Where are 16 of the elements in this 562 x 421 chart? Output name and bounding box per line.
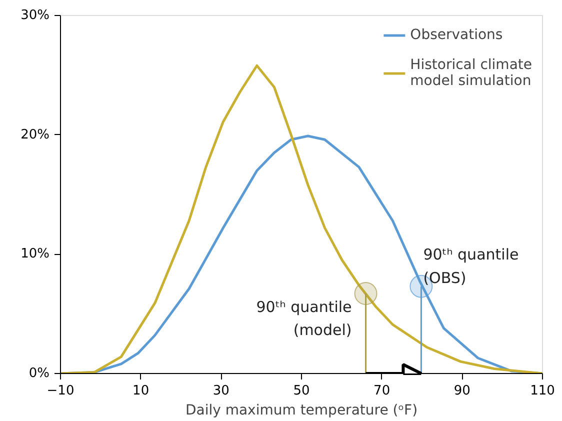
- y-tick-label: 0%: [28, 366, 50, 381]
- x-tick-label: 10: [132, 384, 150, 398]
- y-tick-label: 30%: [20, 8, 50, 23]
- x-tick-label: 50: [293, 384, 310, 398]
- x-axis-title: Daily maximum temperature (ᵒF): [185, 402, 418, 418]
- annotation: 90ᵗʰ quantile (model): [256, 298, 352, 340]
- y-tick-label: 10%: [20, 246, 50, 262]
- x-tick-label: −10: [46, 384, 74, 398]
- x-tick-label: 30: [212, 384, 230, 398]
- y-tick-label: 20%: [20, 127, 50, 142]
- legend-label: Historical climate model simulation: [410, 57, 532, 89]
- x-tick-label: 110: [530, 384, 555, 398]
- x-tick-label: 70: [374, 384, 390, 398]
- x-tick-label: 90: [454, 384, 470, 398]
- annotation: 90ᵗʰ quantile (OBS): [423, 246, 519, 288]
- legend-label: Observations: [410, 27, 503, 43]
